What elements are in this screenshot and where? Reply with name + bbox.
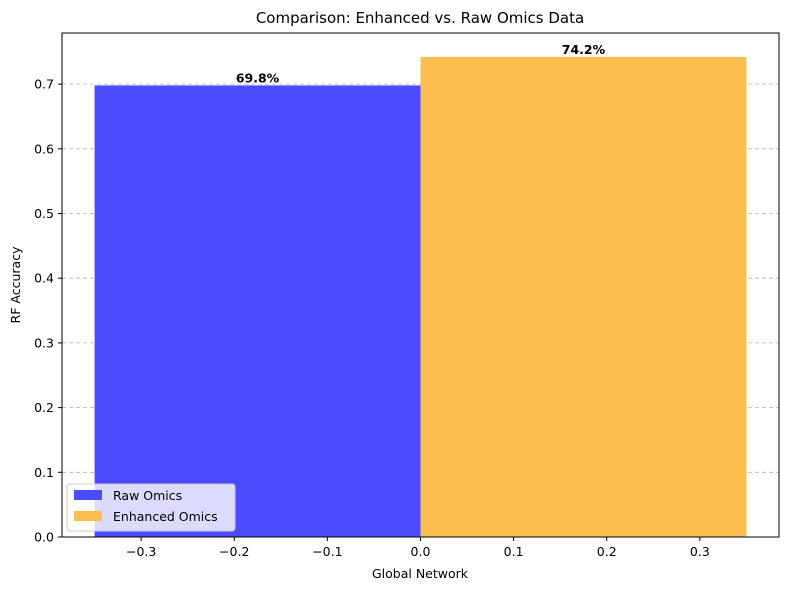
x-tick-label: 0.0	[411, 544, 431, 559]
x-tick-label: 0.2	[597, 544, 617, 559]
x-tick-label: −0.2	[219, 544, 249, 559]
y-tick-label: 0.1	[34, 465, 54, 480]
legend-label-enhanced-omics: Enhanced Omics	[113, 509, 218, 524]
y-axis-ticks: 0.0 0.1 0.2 0.3 0.4 0.5 0.6 0.7	[34, 77, 62, 545]
y-tick-label: 0.0	[34, 530, 54, 545]
legend-swatch-raw-omics	[74, 490, 102, 500]
y-axis-title: RF Accuracy	[8, 246, 23, 324]
x-tick-label: −0.1	[312, 544, 342, 559]
bar-raw-omics	[94, 85, 421, 538]
legend-label-raw-omics: Raw Omics	[113, 488, 182, 503]
x-tick-label: 0.3	[690, 544, 710, 559]
y-tick-label: 0.5	[34, 206, 54, 221]
bars	[94, 56, 747, 538]
y-tick-label: 0.4	[34, 271, 54, 286]
y-tick-label: 0.6	[34, 141, 54, 156]
x-tick-label: −0.3	[126, 544, 156, 559]
bar-value-label: 69.8%	[236, 70, 280, 85]
legend: Raw Omics Enhanced Omics	[66, 483, 236, 532]
y-tick-label: 0.3	[34, 335, 54, 350]
bar-labels: 69.8% 74.2%	[236, 42, 606, 85]
bar-value-label: 74.2%	[562, 42, 606, 57]
x-axis-title: Global Network	[372, 566, 469, 581]
chart-title: Comparison: Enhanced vs. Raw Omics Data	[256, 9, 584, 27]
bar-enhanced-omics	[420, 56, 747, 537]
y-tick-label: 0.2	[34, 400, 54, 415]
x-axis-ticks: −0.3 −0.2 −0.1 0.0 0.1 0.2 0.3	[126, 537, 710, 559]
x-tick-label: 0.1	[504, 544, 524, 559]
legend-swatch-enhanced-omics	[74, 511, 102, 521]
legend-box	[66, 483, 236, 532]
y-tick-label: 0.7	[34, 77, 54, 92]
